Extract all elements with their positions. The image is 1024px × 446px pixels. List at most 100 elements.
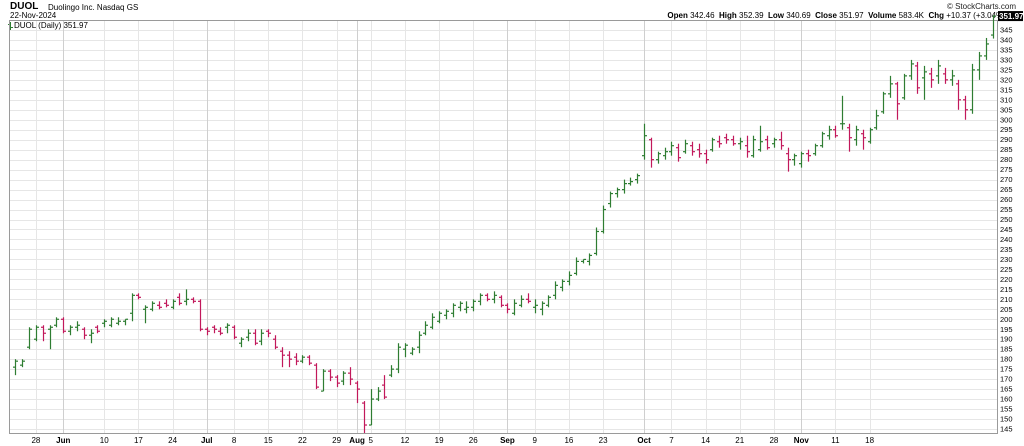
ohlc-bar-down — [198, 299, 203, 332]
y-tick-label: 325 — [1000, 65, 1013, 74]
y-tick-label: 190 — [1000, 335, 1013, 344]
y-axis-labels: 1451501551601651701751801851901952002052… — [1000, 25, 1013, 433]
ohlc-bar-up — [574, 257, 579, 276]
y-tick-label: 315 — [1000, 85, 1013, 94]
ohlc-bar-down — [177, 293, 182, 306]
change-label: Chg — [928, 11, 944, 20]
legend-label: DUOL (Daily) 351.97 — [14, 21, 88, 30]
y-tick-label: 260 — [1000, 195, 1013, 204]
ohlc-bar-up — [259, 329, 264, 346]
ohlc-bar-up — [444, 309, 449, 320]
ohlc-bar-up — [922, 65, 927, 100]
ohlc-bar-down — [724, 133, 729, 144]
x-day-label: 26 — [469, 436, 478, 445]
ohlc-bar-down — [307, 355, 312, 366]
x-month-label: Aug — [349, 436, 365, 445]
ohlc-bar-up — [403, 343, 408, 358]
y-tick-label: 330 — [1000, 55, 1013, 64]
ohlc-bar-up — [635, 173, 640, 184]
ohlc-bar-up — [751, 135, 756, 158]
x-month-label: Oct — [637, 436, 651, 445]
ohlc-bar-down — [765, 135, 770, 150]
high-value: 352.39 — [739, 11, 764, 20]
x-day-label: 15 — [264, 436, 273, 445]
ohlc-bar-down — [294, 353, 299, 366]
ohlc-bar-up — [567, 271, 572, 286]
ohlc-bar-up — [540, 301, 545, 316]
x-day-label: 5 — [369, 436, 374, 445]
ohlc-bar-up — [820, 131, 825, 148]
ohlc-bar-up — [587, 253, 592, 266]
x-day-label: 19 — [435, 436, 444, 445]
y-tick-label: 210 — [1000, 295, 1013, 304]
x-day-label: 23 — [599, 436, 608, 445]
ohlc-bar-up — [991, 15, 996, 39]
ohlc-bar-down — [348, 367, 353, 386]
ohlc-bar-up — [560, 279, 565, 292]
ohlc-bar-up — [458, 301, 463, 312]
company-name: Duolingo Inc. Nasdaq GS — [48, 3, 139, 12]
ohlc-bar-down — [895, 81, 900, 120]
ohlc-bar-up — [102, 319, 107, 328]
last-price-label: 351.97 — [999, 12, 1024, 21]
y-tick-label: 345 — [1000, 25, 1013, 34]
ohlc-bar-up — [936, 59, 941, 84]
y-tick-label: 295 — [1000, 125, 1013, 134]
y-tick-label: 155 — [1000, 405, 1013, 414]
ohlc-bar-up — [417, 331, 422, 354]
y-tick-label: 220 — [1000, 275, 1013, 284]
ohlc-bar-down — [355, 381, 360, 404]
y-tick-label: 290 — [1000, 135, 1013, 144]
ohlc-bar-up — [683, 139, 688, 154]
x-month-label: Jun — [56, 436, 70, 445]
ohlc-bar-up — [239, 337, 244, 348]
ohlc-bar-up — [888, 75, 893, 98]
ohlc-bar-up — [854, 125, 859, 146]
y-tick-label: 240 — [1000, 235, 1013, 244]
ohlc-bar-down — [806, 149, 811, 162]
ohlc-bar-up — [615, 187, 620, 198]
ohlc-bar-down — [314, 363, 319, 390]
grid-lines — [9, 20, 997, 433]
ohlc-bar-up — [608, 191, 613, 208]
ohlc-bar-down — [253, 329, 258, 346]
ohlc-bar-up — [601, 205, 606, 234]
x-day-label: 21 — [735, 436, 744, 445]
ohlc-bar-up — [642, 123, 647, 160]
ohlc-bar-down — [280, 347, 285, 368]
stockcharts-credit[interactable]: © StockCharts.com — [946, 2, 1016, 11]
ohlc-bar-up — [738, 137, 743, 150]
y-tick-label: 180 — [1000, 355, 1013, 364]
y-tick-label: 340 — [1000, 35, 1013, 44]
chart-date: 22-Nov-2024 — [10, 11, 57, 20]
ohlc-bar-down — [82, 327, 87, 340]
ohlc-bar-up — [909, 59, 914, 80]
ohlc-bar-down — [690, 141, 695, 156]
y-tick-label: 320 — [1000, 75, 1013, 84]
ohlc-bar-up — [54, 317, 59, 328]
x-day-label: 9 — [533, 436, 538, 445]
x-day-label: 17 — [134, 436, 143, 445]
ohlc-bar-down — [717, 135, 722, 148]
ohlc-bar-up — [123, 318, 128, 326]
y-tick-label: 225 — [1000, 265, 1013, 274]
ohlc-bar-down — [779, 131, 784, 150]
ohlc-bar-down — [95, 325, 100, 334]
ohlc-bar-up — [984, 37, 989, 60]
ohlc-bar-down — [861, 129, 866, 150]
y-tick-label: 255 — [1000, 205, 1013, 214]
ohlc-bar-up — [669, 141, 674, 156]
volume-value: 583.4K — [898, 11, 924, 20]
ohlc-bar-up — [341, 371, 346, 386]
ohlc-bar-up — [150, 301, 155, 312]
x-day-label: 24 — [168, 436, 177, 445]
close-label: Close — [815, 11, 837, 20]
plot-frame — [9, 20, 998, 434]
x-day-label: 29 — [332, 436, 341, 445]
ohlc-bar-down — [786, 147, 791, 172]
x-day-label: 10 — [100, 436, 109, 445]
ohlc-bar-up — [321, 369, 326, 392]
high-label: High — [719, 11, 737, 20]
y-tick-label: 265 — [1000, 185, 1013, 194]
